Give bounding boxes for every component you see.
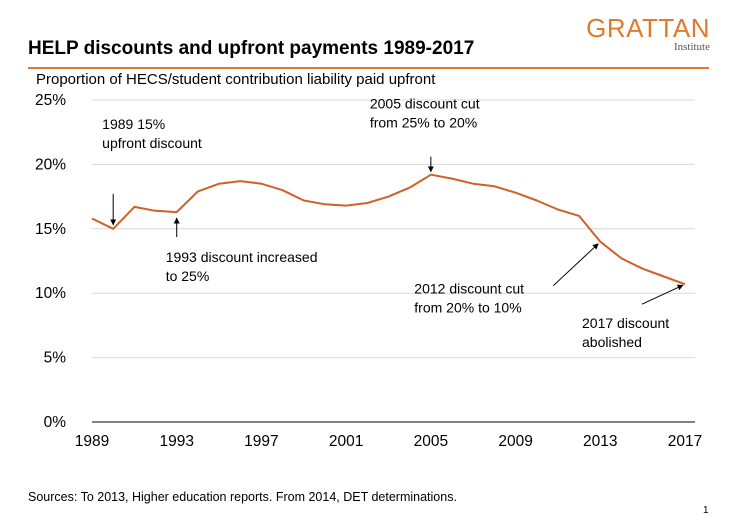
annotation-label: from 20% to 10% — [414, 300, 521, 316]
grattan-logo: GRATTAN Institute — [586, 14, 710, 54]
annotation-label: from 25% to 20% — [370, 115, 477, 131]
annotation-label: 2017 discount — [582, 315, 669, 331]
annotation-arrow — [641, 284, 684, 305]
page-number: 1 — [703, 505, 709, 516]
chart-subtitle: Proportion of HECS/student contribution … — [36, 71, 436, 88]
x-tick-label: 1997 — [244, 433, 278, 450]
logo-wordmark: GRATTAN — [586, 13, 710, 43]
x-tick-label: 2013 — [583, 433, 617, 450]
annotation-label: 2012 discount cut — [414, 281, 524, 297]
y-tick-label: 10% — [35, 285, 66, 302]
annotation-arrow — [552, 243, 599, 287]
y-tick-label: 20% — [35, 156, 66, 173]
logo-subtext: Institute — [673, 41, 710, 53]
y-tick-label: 5% — [44, 350, 67, 367]
y-tick-label: 0% — [44, 414, 67, 431]
annotation-label: 1989 15% — [102, 116, 165, 132]
x-tick-label: 2017 — [668, 433, 702, 450]
x-tick-label: 2009 — [498, 433, 532, 450]
y-tick-label: 25% — [35, 92, 66, 109]
y-tick-label: 15% — [35, 221, 66, 238]
annotation-label: 1993 discount increased — [166, 249, 318, 265]
x-tick-label: 1989 — [75, 433, 109, 450]
title-rule — [28, 67, 709, 69]
annotation-label: to 25% — [166, 268, 210, 284]
series-line — [91, 173, 686, 286]
chart-title: HELP discounts and upfront payments 1989… — [28, 38, 475, 59]
x-tick-label: 2001 — [329, 433, 363, 450]
source-note: Sources: To 2013, Higher education repor… — [28, 490, 457, 504]
x-tick-label: 2005 — [414, 433, 448, 450]
x-tick-label: 1993 — [159, 433, 193, 450]
annotation-label: abolished — [582, 334, 642, 350]
annotation-label: 2005 discount cut — [370, 96, 480, 112]
annotation-label: upfront discount — [102, 135, 202, 151]
